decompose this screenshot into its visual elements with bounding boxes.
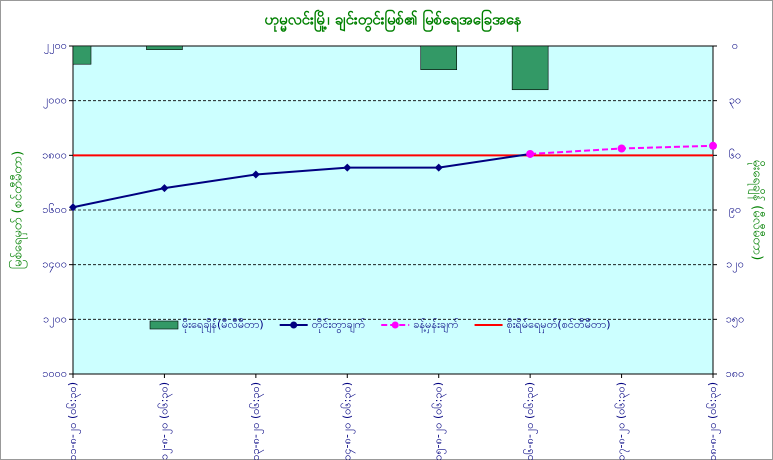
point	[343, 163, 352, 172]
y-tick-label: ၂၀၀၀	[43, 94, 67, 109]
legend-label: တိုင်းတွာချက်	[312, 318, 366, 333]
x-tick-label: ၁၃-၈-၂၀ (၀၆:၃၀)	[249, 382, 264, 460]
rain-bar	[420, 45, 458, 70]
y-tick-label: ၂၂၀၀	[44, 39, 67, 54]
x-tick-label: ၁၈-၈-၂၀ (၀၆:၃၀)	[706, 382, 721, 460]
y2-tick-label: ၀	[732, 39, 738, 52]
y2-tick-label: ၁၅၀	[726, 312, 745, 327]
y-tick-label: ၁၆၀၀	[42, 203, 67, 216]
y-axis-label: မြစ်ရေမှတ် (စင်တီမီတာ)	[9, 151, 28, 269]
legend-label: ခန့်မှန်းချက်	[413, 318, 459, 333]
x-tick-label: ၁၁-၈-၂၀ (၀၆:၃၀)	[66, 382, 81, 460]
legend-label: စိုးရိမ်ရေမှတ်(စင်တီမီတာ)	[507, 318, 611, 333]
y2-tick-label: ၉၀	[729, 203, 741, 218]
y2-tick-label: ၆၀	[729, 148, 741, 161]
rain-bar	[72, 45, 92, 65]
y-tick-label: ၁၄၀၀	[42, 258, 67, 273]
rain-bar	[146, 45, 183, 50]
x-tick-label: ၁၂-၈-၂၀ (၀၆:၃၀)	[157, 382, 172, 460]
legend-label: မိုးရေချိန်(မီလီမီတာ)	[182, 318, 264, 333]
point	[709, 141, 717, 150]
legend-marker	[391, 321, 399, 329]
series-line	[72, 152, 531, 209]
point	[526, 149, 535, 158]
y2-tick-label: ၁၈၀	[726, 367, 745, 380]
point	[160, 184, 169, 193]
y2-tick-label: ၁၂၀	[726, 258, 744, 273]
y2-tick-label: ၃၀	[729, 94, 741, 109]
y-tick-label: ၁၈၀၀	[42, 148, 67, 161]
x-tick-label: ၁၆-၈-၂၀ (၀၆:၃၀)	[523, 382, 538, 460]
x-tick-label: ၁၄-၈-၂၀ (၀၆:၃၀)	[340, 382, 355, 460]
point	[434, 163, 443, 172]
y-tick-label: ၁၂၀၀	[43, 312, 67, 327]
point	[69, 203, 77, 212]
y-tick-label: ၁၀၀၀	[42, 367, 67, 380]
point	[617, 144, 626, 153]
point	[251, 170, 260, 179]
x-tick-label: ၁၇-၈-၂၀ (၀၆:၃၀)	[615, 382, 630, 460]
legend-swatch	[149, 320, 179, 330]
rain-bar	[511, 45, 549, 91]
x-tick-label: ၁၅-၈-၂၀ (၀၆:၃၀)	[432, 382, 447, 460]
legend-marker	[290, 321, 298, 329]
y2-axis-label: မိုးရေချိန် (မီလီမီတာ)	[748, 160, 766, 261]
